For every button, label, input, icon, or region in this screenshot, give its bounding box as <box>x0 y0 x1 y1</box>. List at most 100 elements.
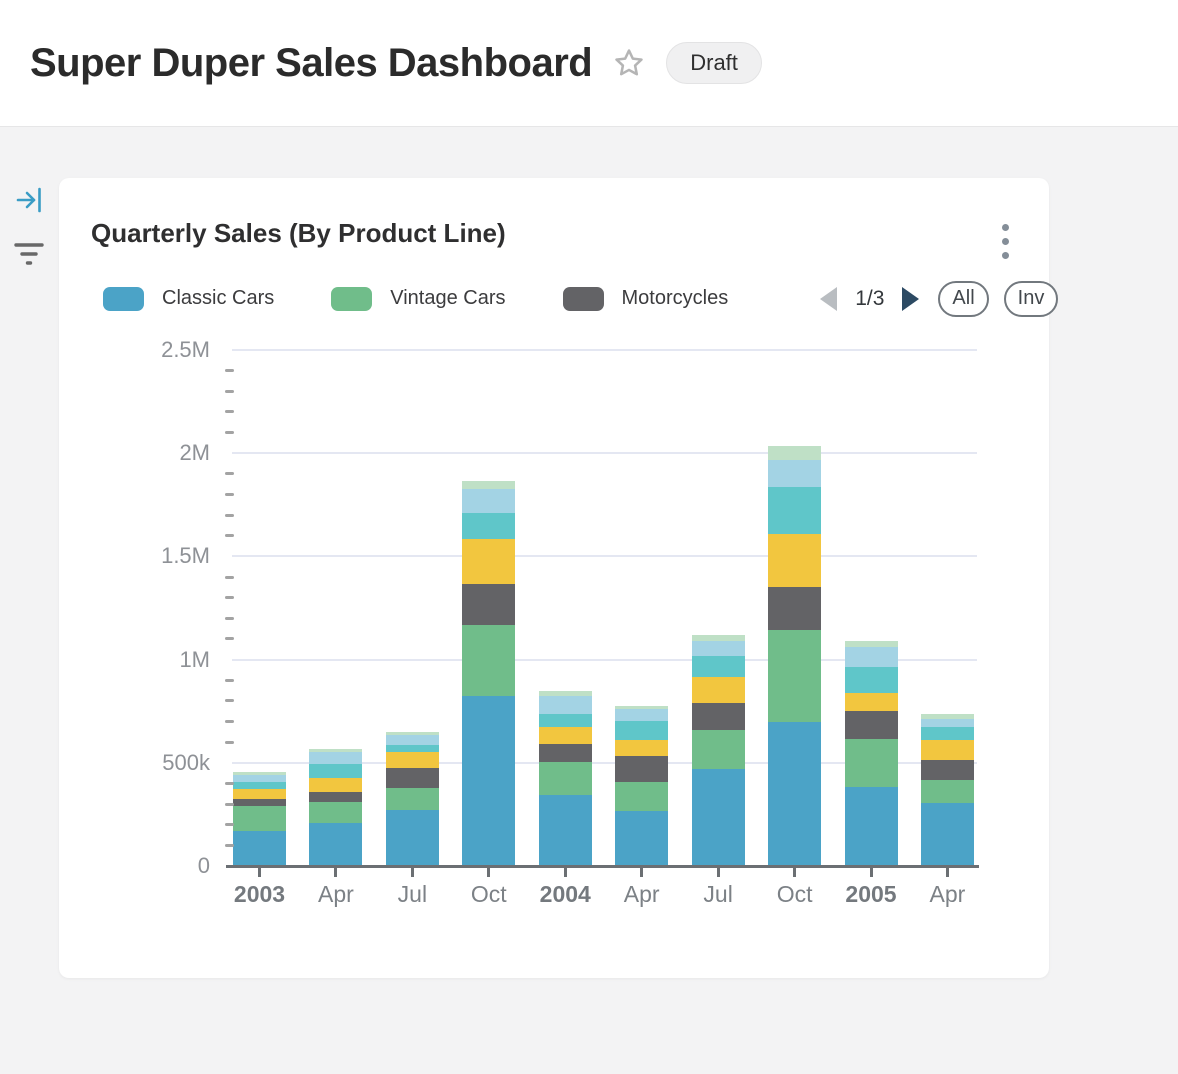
bar-segment-Vintage Cars[interactable] <box>462 625 516 697</box>
bar-segment-series5[interactable] <box>309 763 363 778</box>
x-axis-label: Apr <box>929 881 966 907</box>
y-minor-tick <box>225 472 234 476</box>
bar-segment-series4[interactable] <box>691 677 745 703</box>
bar-Apr-5[interactable] <box>615 705 669 865</box>
bar-segment-Classic Cars[interactable] <box>768 721 822 865</box>
bar-segment-Motorcycles[interactable] <box>385 768 439 789</box>
bar-segment-Vintage Cars[interactable] <box>385 788 439 810</box>
bar-segment-series4[interactable] <box>462 539 516 585</box>
legend-item-1[interactable]: Classic Cars <box>103 286 274 311</box>
bar-segment-Motorcycles[interactable] <box>920 759 974 780</box>
bar-segment-Classic Cars[interactable] <box>615 810 669 865</box>
legend-inv-button[interactable]: Inv <box>1003 280 1059 317</box>
legend-pager: 1/3 <box>820 286 920 311</box>
bar-segment-Motorcycles[interactable] <box>691 703 745 730</box>
bar-segment-series7[interactable] <box>768 446 822 460</box>
bar-segment-Classic Cars[interactable] <box>233 830 286 865</box>
legend-next-icon[interactable] <box>902 286 920 311</box>
bar-segment-series6[interactable] <box>233 775 286 783</box>
bar-Oct-7[interactable] <box>768 446 822 865</box>
bar-segment-series7[interactable] <box>385 731 439 735</box>
bar-segment-Classic Cars[interactable] <box>691 768 745 865</box>
bar-segment-Motorcycles[interactable] <box>615 756 669 783</box>
bar-segment-series5[interactable] <box>385 744 439 752</box>
bar-segment-series5[interactable] <box>615 721 669 740</box>
bar-2003-0[interactable] <box>233 771 286 865</box>
bar-segment-series6[interactable] <box>462 489 516 513</box>
bar-segment-Vintage Cars[interactable] <box>309 802 363 823</box>
bar-segment-Motorcycles[interactable] <box>844 711 898 740</box>
bar-2004-4[interactable] <box>538 691 592 865</box>
bar-segment-series4[interactable] <box>309 777 363 792</box>
y-minor-tick <box>225 369 234 373</box>
bar-Apr-1[interactable] <box>309 748 363 865</box>
bar-segment-series4[interactable] <box>844 693 898 712</box>
kebab-menu-icon[interactable] <box>996 220 1015 263</box>
bar-segment-series6[interactable] <box>538 696 592 714</box>
bar-segment-Vintage Cars[interactable] <box>233 806 286 831</box>
bar-segment-series6[interactable] <box>768 459 822 487</box>
bar-2005-8[interactable] <box>844 641 898 865</box>
bar-segment-series4[interactable] <box>385 751 439 769</box>
bar-segment-Classic Cars[interactable] <box>538 794 592 865</box>
bar-segment-series4[interactable] <box>920 739 974 760</box>
bar-segment-series7[interactable] <box>233 771 286 776</box>
bar-segment-series4[interactable] <box>768 534 822 587</box>
bar-segment-series5[interactable] <box>233 782 286 789</box>
filter-icon[interactable] <box>14 239 44 274</box>
bar-segment-series5[interactable] <box>768 486 822 535</box>
legend-all-button[interactable]: All <box>938 280 989 317</box>
legend-item-3[interactable]: Motorcycles <box>562 286 728 311</box>
bar-segment-Vintage Cars[interactable] <box>844 739 898 788</box>
bar-segment-series7[interactable] <box>615 705 669 710</box>
bar-segment-Motorcycles[interactable] <box>233 798 286 807</box>
bar-segment-Vintage Cars[interactable] <box>538 762 592 795</box>
bar-segment-series4[interactable] <box>538 726 592 744</box>
bar-segment-series4[interactable] <box>233 788 286 799</box>
bar-segment-Classic Cars[interactable] <box>920 802 974 865</box>
star-icon[interactable] <box>612 46 646 80</box>
bar-Jul-2[interactable] <box>385 731 439 865</box>
chart-card: Quarterly Sales (By Product Line) Classi… <box>59 178 1059 978</box>
chart-card-header: Quarterly Sales (By Product Line) <box>91 218 1015 263</box>
x-axis-tick <box>563 868 567 877</box>
bar-segment-series6[interactable] <box>691 641 745 657</box>
bar-segment-Classic Cars[interactable] <box>462 696 516 865</box>
bar-segment-series6[interactable] <box>920 719 974 727</box>
bar-segment-series6[interactable] <box>844 647 898 668</box>
bar-segment-series7[interactable] <box>691 635 745 642</box>
bar-segment-Motorcycles[interactable] <box>309 791 363 803</box>
bar-segment-series7[interactable] <box>538 691 592 697</box>
bar-segment-Motorcycles[interactable] <box>462 584 516 626</box>
bar-Oct-3[interactable] <box>462 480 516 865</box>
bar-segment-series5[interactable] <box>691 656 745 678</box>
bar-Apr-9[interactable] <box>920 713 974 865</box>
legend-prev-icon[interactable] <box>820 286 838 311</box>
bar-segment-series7[interactable] <box>844 641 898 648</box>
bar-segment-series5[interactable] <box>844 667 898 694</box>
bar-segment-series5[interactable] <box>538 713 592 727</box>
bar-segment-series4[interactable] <box>615 739 669 757</box>
bar-segment-Vintage Cars[interactable] <box>615 782 669 811</box>
bar-segment-Vintage Cars[interactable] <box>691 729 745 769</box>
y-axis-label: 2.5M <box>161 337 210 362</box>
bar-segment-Vintage Cars[interactable] <box>768 630 822 722</box>
bar-segment-series6[interactable] <box>615 709 669 722</box>
bar-segment-Motorcycles[interactable] <box>538 743 592 763</box>
bar-segment-series7[interactable] <box>309 748 363 752</box>
bar-segment-series7[interactable] <box>920 713 974 720</box>
bar-segment-series7[interactable] <box>462 480 516 490</box>
bar-segment-Classic Cars[interactable] <box>844 787 898 865</box>
y-minor-tick <box>225 492 234 496</box>
bar-segment-series5[interactable] <box>920 726 974 740</box>
bar-segment-Classic Cars[interactable] <box>385 809 439 865</box>
legend-item-2[interactable]: Vintage Cars <box>331 286 506 311</box>
bar-Jul-6[interactable] <box>691 635 745 865</box>
bar-segment-Vintage Cars[interactable] <box>920 779 974 803</box>
bar-segment-Classic Cars[interactable] <box>309 822 363 865</box>
bar-segment-Motorcycles[interactable] <box>768 587 822 631</box>
collapse-right-icon[interactable] <box>16 185 44 220</box>
bar-segment-series6[interactable] <box>385 734 439 745</box>
bar-segment-series6[interactable] <box>309 751 363 764</box>
bar-segment-series5[interactable] <box>462 512 516 540</box>
